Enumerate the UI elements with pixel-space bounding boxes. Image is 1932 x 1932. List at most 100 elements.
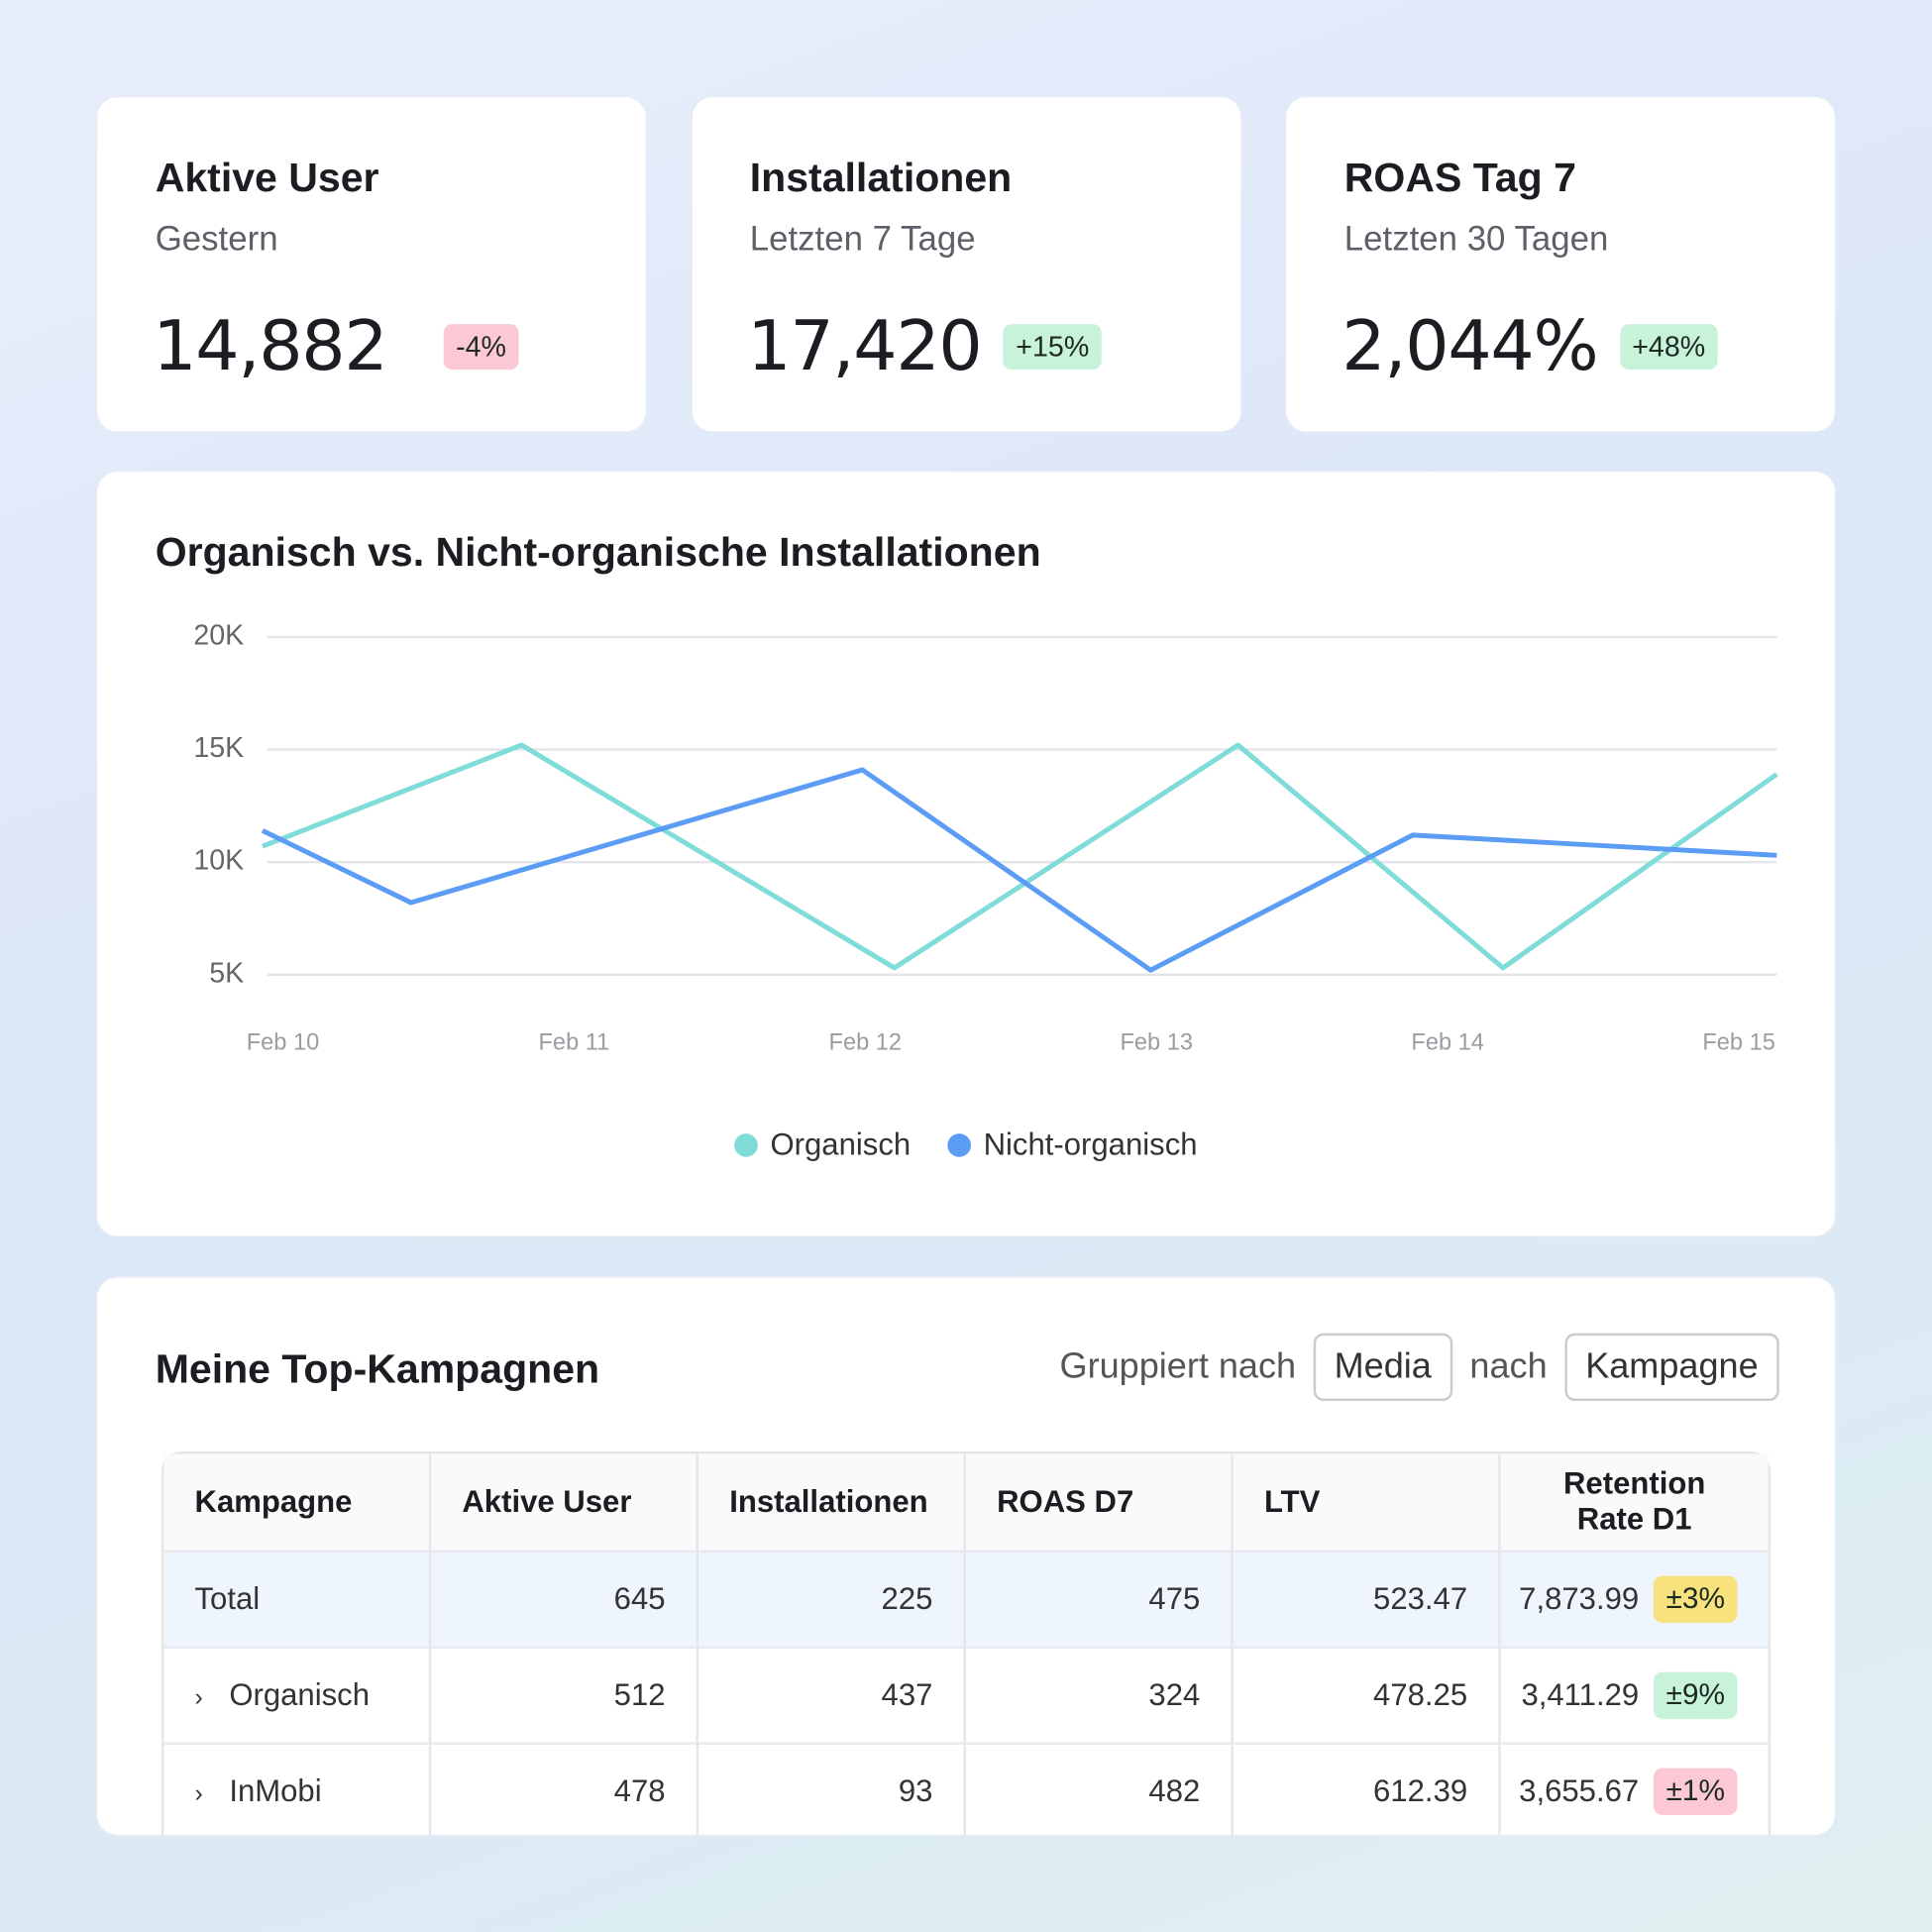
kpi-title: Aktive User — [155, 154, 379, 200]
kpi-value: 17,420 — [747, 306, 982, 387]
x-tick-label: Feb 10 — [247, 1030, 320, 1056]
kpi-subtitle: Gestern — [155, 219, 278, 258]
legend: Organisch Nicht-organisch — [97, 1127, 1835, 1163]
x-tick-label: Feb 13 — [1120, 1030, 1193, 1056]
table-cell: 7,873.99 ±3% — [1500, 1550, 1769, 1647]
rate-cell: 7,873.99 ±3% — [1519, 1575, 1738, 1623]
kpi-change: +15% — [1003, 324, 1102, 371]
table-cell: 437 — [698, 1646, 966, 1743]
table-cell: 478 — [431, 1742, 699, 1835]
kpi-subtitle: Letzten 7 Tage — [749, 219, 976, 258]
rate-cell: 3,655.67 ±1% — [1519, 1768, 1738, 1815]
kpi-card: ROAS Tag 7 Letzten 30 Tagen 2,044% +48% — [1286, 97, 1835, 432]
column-header: Aktive User — [431, 1453, 699, 1551]
kpi-title: ROAS Tag 7 — [1343, 154, 1576, 200]
kpi-subtitle: Letzten 30 Tagen — [1343, 219, 1609, 258]
table-cell: 324 — [965, 1646, 1234, 1743]
kpi-row: 14,882 -4% — [153, 306, 519, 387]
column-header: ROAS D7 — [965, 1453, 1234, 1551]
kpi-value: 14,882 — [153, 306, 387, 387]
cell-text: 324 — [1148, 1677, 1201, 1713]
y-tick-label: 10K — [193, 845, 244, 877]
table-row: Total 645 225 475 523.47 7,873.99 ±3% — [163, 1550, 1769, 1647]
cell-text: 512 — [613, 1677, 666, 1713]
table-cell: 225 — [698, 1550, 966, 1647]
table-cell: 3,655.67 ±1% — [1500, 1742, 1769, 1834]
chart-card: Organisch vs. Nicht-organische Installat… — [97, 472, 1835, 1236]
table-cell: 482 — [965, 1742, 1234, 1835]
cell-text: 7,873.99 — [1519, 1581, 1640, 1617]
legend-label: Organisch — [770, 1127, 912, 1162]
cell-text: 225 — [881, 1581, 933, 1617]
legend-label: Nicht-organisch — [983, 1127, 1198, 1162]
cell-text: Total — [194, 1581, 261, 1617]
table-cell: 478.25 — [1233, 1646, 1501, 1743]
expand-icon: › — [194, 1683, 203, 1711]
kpi-change: +48% — [1619, 324, 1718, 371]
x-tick-label: Feb 11 — [539, 1030, 610, 1056]
table-cell: 475 — [965, 1550, 1234, 1647]
table-cell[interactable]: › InMobi — [163, 1742, 432, 1835]
cell-text: InMobi — [229, 1773, 322, 1809]
cell-text: 3,655.67 — [1519, 1773, 1640, 1809]
table-card: Meine Top-Kampagnen Gruppiert nach Media… — [97, 1277, 1835, 1835]
x-tick-label: Feb 14 — [1411, 1030, 1484, 1056]
campaign-table: Kampagne Aktive User Installationen ROAS D7… — [161, 1450, 1771, 1835]
legend-swatch — [947, 1133, 972, 1157]
legend-item: Organisch — [734, 1127, 911, 1163]
cell-text: 478.25 — [1373, 1677, 1468, 1713]
table-row: › Organisch 512 437 324 478.25 3,411.29 ±9% — [163, 1646, 1769, 1743]
group-by: Gruppiert nach Media nach Kampagne — [1059, 1333, 1779, 1401]
kpi-title: Installationen — [749, 154, 1013, 200]
table-cell: 512 — [431, 1646, 699, 1743]
kpi-change: -4% — [443, 324, 519, 371]
column-header: Retention Rate D1 — [1500, 1453, 1769, 1551]
y-tick-label: 5K — [209, 957, 244, 989]
kpi-card: Installationen Letzten 7 Tage 17,420 +15% — [692, 97, 1240, 432]
column-header: Kampagne — [163, 1453, 432, 1551]
table-cell: 93 — [698, 1742, 966, 1835]
chart: 5K 10K 15K 20K Feb 10 Feb 11 Feb 12 Feb 13 Feb 1… — [193, 620, 1778, 1056]
column-header: Installationen — [698, 1453, 966, 1551]
cell-text: Organisch — [229, 1677, 371, 1713]
cell-text: 93 — [898, 1773, 933, 1809]
table-row: › InMobi 478 93 482 612.39 3,655.67 ±1% — [163, 1742, 1769, 1835]
cell-text: 523.47 — [1373, 1581, 1468, 1617]
cell-text: 645 — [613, 1581, 666, 1617]
rate-cell: 3,411.29 ±9% — [1521, 1671, 1738, 1719]
legend-item: Nicht-organisch — [947, 1127, 1198, 1163]
legend-swatch — [734, 1133, 759, 1157]
kpi-value: 2,044% — [1342, 306, 1598, 387]
group-pill[interactable]: Kampagne — [1564, 1333, 1779, 1401]
table-title: Meine Top-Kampagnen — [155, 1345, 600, 1392]
cell-text: 482 — [1148, 1773, 1201, 1809]
series-line — [261, 742, 1778, 971]
x-tick-label: Feb 15 — [1702, 1030, 1775, 1056]
group-pill[interactable]: Media — [1313, 1333, 1453, 1401]
x-tick-label: Feb 12 — [829, 1030, 903, 1056]
table-cell: 3,411.29 ±9% — [1500, 1646, 1769, 1742]
table-cell: Total — [163, 1550, 432, 1647]
series-line — [261, 767, 1777, 973]
cell-text: 478 — [613, 1773, 666, 1809]
y-tick-label: 20K — [193, 620, 244, 652]
table-cell[interactable]: › Organisch — [163, 1646, 432, 1743]
group-joiner: nach — [1469, 1346, 1548, 1387]
cell-text: 475 — [1148, 1581, 1201, 1617]
expand-icon: › — [194, 1779, 203, 1807]
y-tick-label: 15K — [193, 732, 244, 764]
cell-text: 612.39 — [1373, 1773, 1468, 1809]
kpi-row: 17,420 +15% — [747, 306, 1102, 387]
rate-badge: ±3% — [1654, 1575, 1738, 1623]
table-cell: 523.47 — [1233, 1550, 1501, 1647]
cell-text: 3,411.29 — [1521, 1677, 1640, 1713]
column-header: LTV — [1233, 1453, 1501, 1551]
kpi-card: Aktive User Gestern 14,882 -4% — [97, 97, 646, 432]
group-label: Gruppiert nach — [1059, 1346, 1297, 1387]
chart-title: Organisch vs. Nicht-organische Installat… — [155, 528, 1041, 575]
table-cell: 645 — [431, 1550, 699, 1647]
kpi-row: 2,044% +48% — [1342, 306, 1718, 387]
cell-text: 437 — [881, 1677, 933, 1713]
table-cell: 612.39 — [1233, 1742, 1501, 1835]
